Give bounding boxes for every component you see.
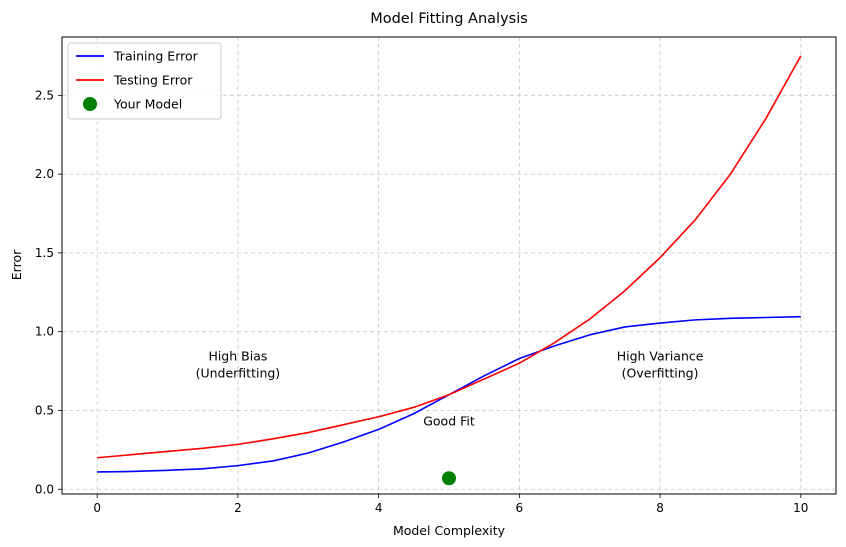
y-axis-label: Error [9, 249, 24, 280]
chart-title: Model Fitting Analysis [370, 11, 528, 27]
y-tick-label: 1.0 [35, 325, 54, 339]
x-tick-label: 4 [375, 501, 383, 515]
legend: Training Error Testing Error Your Model [67, 42, 222, 120]
x-tick-label: 0 [93, 501, 101, 515]
series-line-testing-error [97, 55, 802, 459]
legend-label: Training Error [113, 49, 199, 64]
your-model-point [442, 471, 456, 486]
plot-frame [61, 36, 837, 495]
x-tick-label: 10 [793, 501, 808, 515]
annotation-text: Good Fit [423, 414, 475, 429]
x-tick-label: 2 [234, 501, 242, 515]
annotation-text: (Overfitting) [622, 365, 699, 380]
series-layer [97, 55, 802, 486]
axes-ticks: 0 2 4 6 8 10 0.0 0.5 1.0 1.5 2.0 2.5 [35, 88, 809, 515]
legend-marker [83, 97, 97, 111]
annotation-text: High Bias [208, 348, 267, 363]
legend-label: Testing Error [113, 73, 193, 88]
x-axis-label: Model Complexity [393, 523, 506, 538]
y-tick-label: 0.5 [35, 403, 54, 417]
x-tick-label: 6 [516, 501, 524, 515]
annotation-text: High Variance [617, 348, 704, 363]
y-tick-label: 0.0 [35, 482, 54, 496]
annotations: High Bias (Underfitting) Good Fit High Vari… [196, 348, 704, 428]
legend-label: Your Model [113, 97, 182, 112]
y-tick-label: 1.5 [35, 246, 54, 260]
annotation-text: (Underfitting) [196, 365, 281, 380]
legend-box [67, 42, 222, 120]
y-tick-label: 2.0 [35, 167, 54, 181]
y-tick-label: 2.5 [35, 88, 54, 102]
x-tick-label: 8 [656, 501, 664, 515]
